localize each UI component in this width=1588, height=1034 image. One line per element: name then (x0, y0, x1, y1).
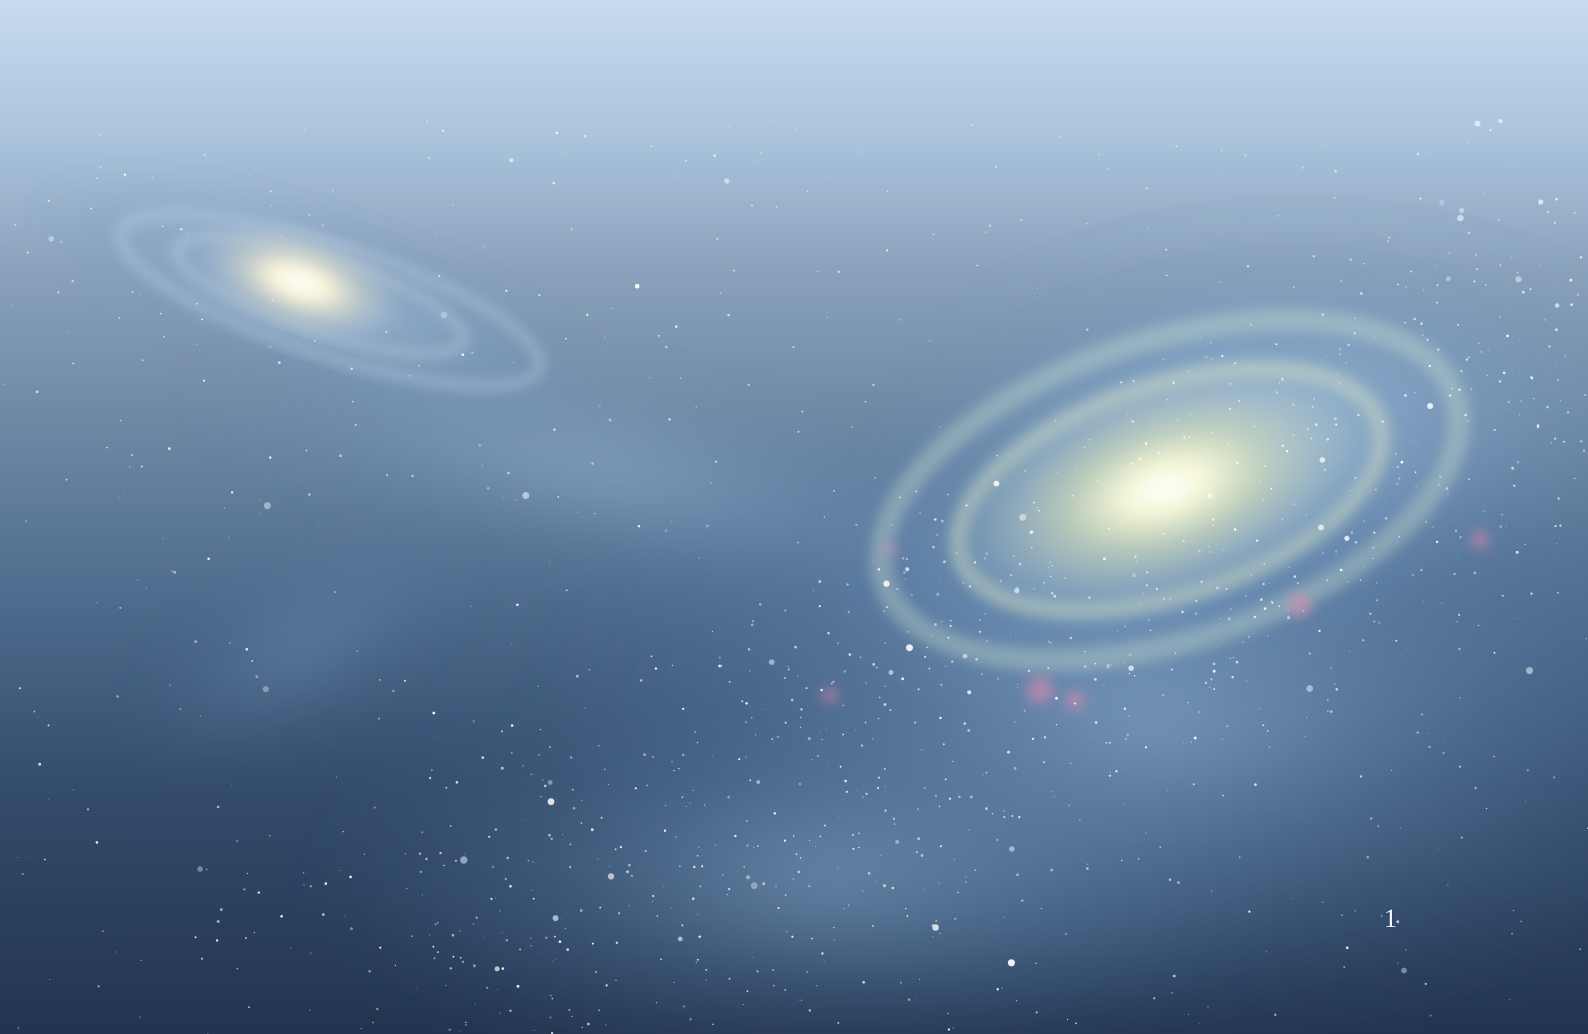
page-number: 1 (1384, 904, 1397, 933)
small-galaxy (33, 176, 607, 424)
nebula-knots (822, 531, 1489, 710)
large-galaxy (802, 258, 1538, 722)
